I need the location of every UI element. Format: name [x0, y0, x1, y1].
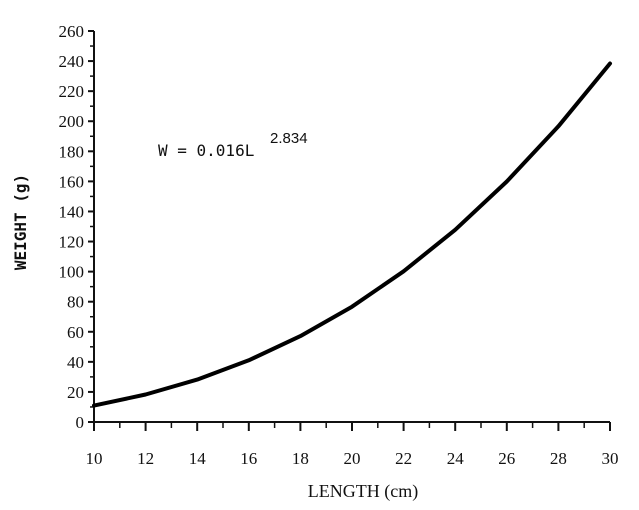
equation-exponent: 2.834	[270, 130, 308, 147]
x-tick-label: 24	[447, 449, 465, 468]
y-tick-label: 260	[59, 22, 85, 41]
x-tick-label: 26	[498, 449, 515, 468]
y-tick-label: 140	[59, 202, 85, 221]
equation-base: W = 0.016L	[158, 141, 254, 160]
series-group	[92, 61, 612, 408]
y-tick-label: 40	[67, 353, 84, 372]
x-tick-label: 18	[292, 449, 309, 468]
y-axis-title: WEIGHT (g)	[11, 174, 30, 270]
y-axis: 0 20 40 60 80 100 120 140 160 180 200 220 240 260	[59, 22, 95, 432]
y-tick-label: 20	[67, 383, 84, 402]
x-tick-label: 20	[344, 449, 361, 468]
x-tick-label: 10	[86, 449, 103, 468]
y-tick-label: 160	[59, 172, 85, 191]
y-tick-label: 240	[59, 52, 85, 71]
equation-annotation: W = 0.016L 2.834	[158, 130, 308, 160]
y-tick-label: 100	[59, 263, 85, 282]
x-tick-label: 30	[602, 449, 619, 468]
y-tick-label: 60	[67, 323, 84, 342]
y-tick-label: 180	[59, 142, 85, 161]
y-tick-label: 0	[76, 413, 85, 432]
weight-curve-line	[92, 61, 612, 408]
y-tick-label: 220	[59, 82, 85, 101]
x-tick-label: 22	[395, 449, 412, 468]
x-axis: 10 12 14 16 18 20 22 24 26 28 30	[86, 421, 619, 468]
y-tick-label: 120	[59, 233, 85, 252]
x-tick-label: 14	[189, 449, 207, 468]
y-tick-label: 200	[59, 112, 85, 131]
x-tick-label: 12	[137, 449, 154, 468]
y-tick-label: 80	[67, 293, 84, 312]
x-axis-title: LENGTH (cm)	[308, 481, 418, 502]
x-tick-label: 28	[550, 449, 567, 468]
x-tick-label: 16	[240, 449, 257, 468]
